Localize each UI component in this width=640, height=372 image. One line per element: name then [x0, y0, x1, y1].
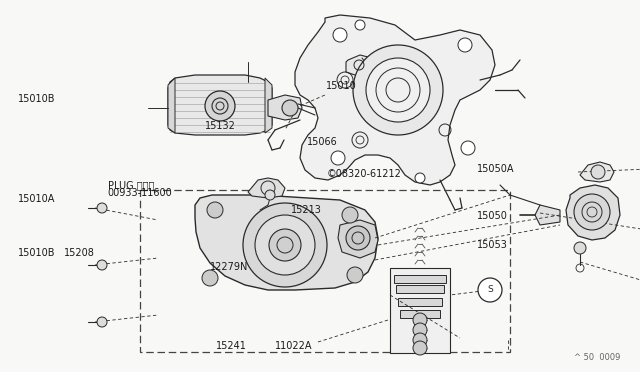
Circle shape — [458, 38, 472, 52]
Circle shape — [265, 190, 275, 200]
Circle shape — [413, 323, 427, 337]
Circle shape — [366, 58, 430, 122]
Polygon shape — [295, 15, 495, 185]
Polygon shape — [346, 55, 374, 76]
Text: 15010B: 15010B — [18, 248, 56, 258]
Polygon shape — [265, 78, 272, 133]
Text: 15053: 15053 — [477, 240, 508, 250]
Circle shape — [591, 165, 605, 179]
Text: PLUG プラグ: PLUG プラグ — [108, 180, 154, 190]
Text: 15050A: 15050A — [477, 164, 515, 174]
Circle shape — [342, 207, 358, 223]
Bar — [140, 190, 510, 352]
Text: 15010: 15010 — [326, 81, 357, 90]
Text: 15241: 15241 — [216, 341, 246, 351]
Bar — [396, 285, 444, 293]
Circle shape — [282, 100, 298, 116]
Polygon shape — [268, 95, 302, 120]
Text: 12279N: 12279N — [210, 262, 248, 272]
Circle shape — [205, 91, 235, 121]
Circle shape — [97, 203, 107, 213]
Circle shape — [574, 242, 586, 254]
Circle shape — [202, 270, 218, 286]
Circle shape — [415, 173, 425, 183]
Text: 15213: 15213 — [291, 205, 322, 215]
Text: 11022A: 11022A — [275, 341, 313, 351]
Text: S: S — [487, 285, 493, 295]
Circle shape — [346, 226, 370, 250]
Bar — [390, 268, 450, 353]
Text: 15010A: 15010A — [18, 194, 55, 204]
Circle shape — [355, 20, 365, 30]
Text: ^ 50  0009: ^ 50 0009 — [573, 353, 620, 362]
Bar — [398, 298, 442, 306]
Circle shape — [97, 260, 107, 270]
Polygon shape — [248, 178, 285, 198]
Circle shape — [413, 333, 427, 347]
Text: 15208: 15208 — [64, 248, 95, 258]
Polygon shape — [566, 185, 620, 240]
Circle shape — [243, 203, 327, 287]
Circle shape — [333, 28, 347, 42]
Circle shape — [478, 278, 502, 302]
Text: 15066: 15066 — [307, 137, 338, 147]
Circle shape — [269, 229, 301, 261]
Circle shape — [413, 313, 427, 327]
Circle shape — [255, 215, 315, 275]
Polygon shape — [195, 195, 378, 290]
Polygon shape — [535, 205, 560, 225]
Polygon shape — [168, 78, 175, 133]
Circle shape — [413, 341, 427, 355]
Circle shape — [353, 45, 443, 135]
Circle shape — [331, 151, 345, 165]
Text: 15050: 15050 — [477, 211, 508, 221]
Polygon shape — [580, 162, 614, 182]
Bar — [400, 310, 440, 318]
Polygon shape — [168, 75, 272, 135]
Circle shape — [461, 141, 475, 155]
Text: 15132: 15132 — [205, 122, 236, 131]
Circle shape — [574, 194, 610, 230]
Text: 15010B: 15010B — [18, 94, 56, 103]
Bar — [394, 275, 446, 283]
Circle shape — [97, 317, 107, 327]
Text: ©08320-61212: ©08320-61212 — [326, 169, 401, 179]
Circle shape — [207, 202, 223, 218]
Polygon shape — [338, 220, 378, 258]
Circle shape — [347, 267, 363, 283]
Text: 00933-11600: 00933-11600 — [108, 189, 172, 198]
